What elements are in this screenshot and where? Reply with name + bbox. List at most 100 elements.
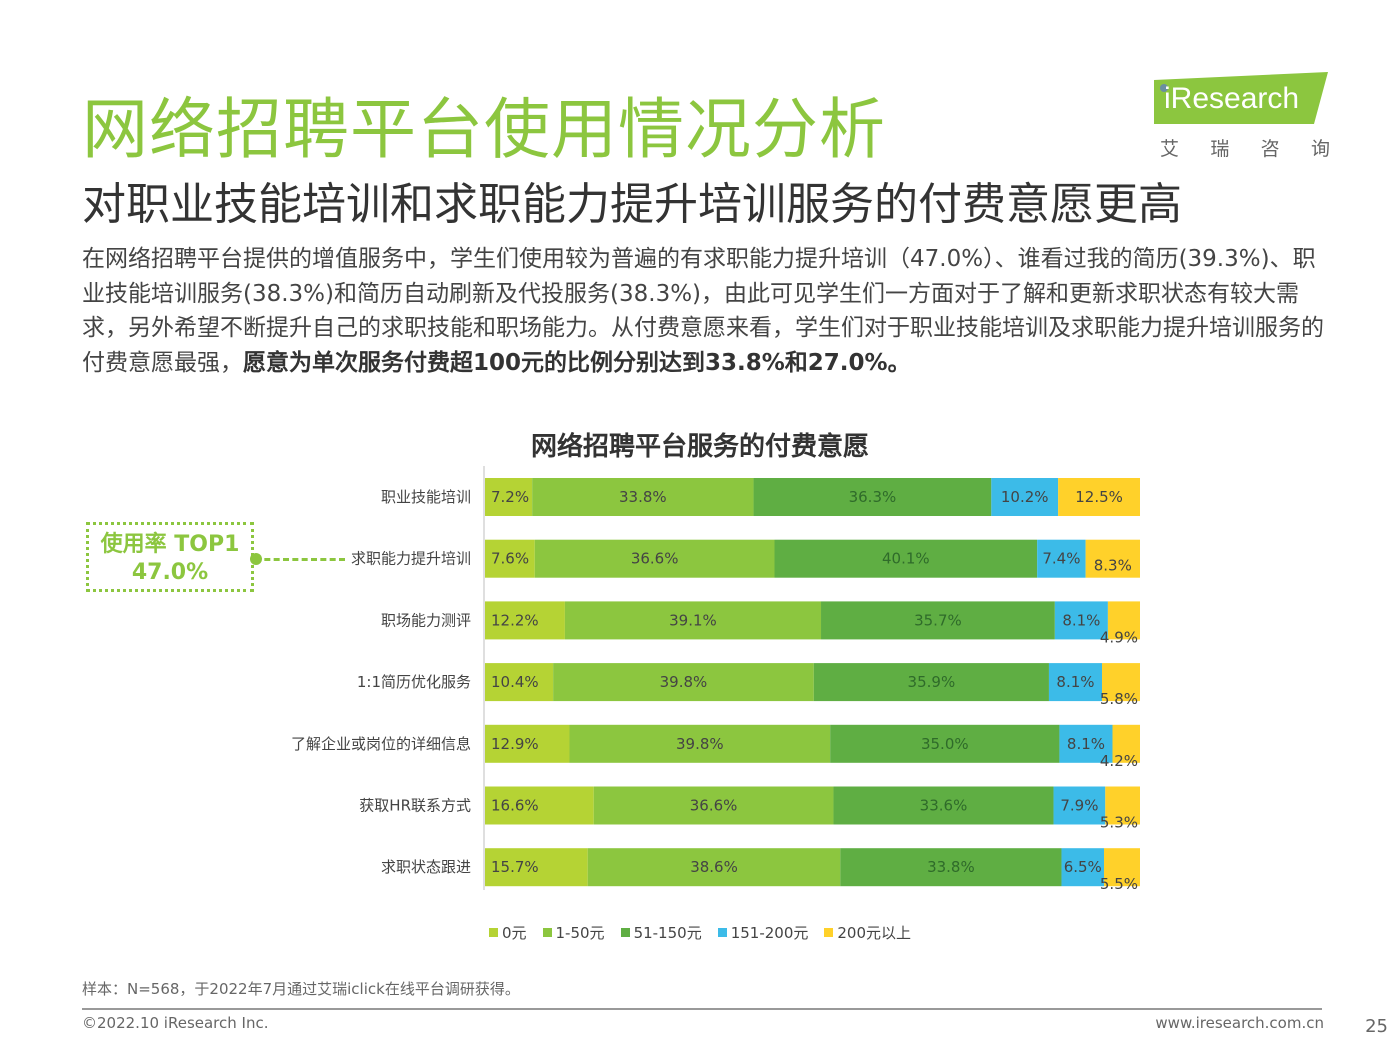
data-label: 36.6% [690,797,738,815]
callout-connector [255,558,345,561]
bar-segment [593,786,834,825]
bar-segment [485,601,565,640]
bar-segment [1053,786,1106,825]
bar-segment [485,848,588,887]
page-subtitle: 对职业技能培训和求职能力提升培训服务的付费意愿更高 [82,179,1182,230]
copyright: ©2022.10 iResearch Inc. [82,1014,269,1032]
data-label: 35.7% [914,611,962,629]
legend-item: 200元以上 [824,922,911,943]
bar-segment [753,478,992,516]
logo-cn-char: 咨 [1260,138,1280,160]
bar-segment [1105,786,1140,825]
callout-value: 47.0% [131,560,209,585]
stacked-bar-chart: 职业技能培训 7.2% 33.8% 36.3% 10.2% 12.5% 求职能力提升培训 7.… [291,466,1140,893]
footer-divider [82,1008,1322,1010]
logo-dot-icon [1160,84,1168,92]
intro-bold-text: 愿意为单次服务付费超100元的比例分别达到33.8%和27.0%。 [243,349,911,376]
data-label: 40.1% [882,550,930,568]
data-label: 15.7% [491,858,539,876]
data-label: 16.6% [491,797,539,815]
bar-segment [833,786,1054,825]
bar-segment [1048,663,1103,702]
legend-swatch [542,928,552,937]
data-label: 5.5% [1100,875,1138,893]
legend-label: 51-150元 [633,924,702,942]
bar-segment [587,848,841,887]
bar-segment [1058,478,1140,516]
bar-segment [1037,539,1086,578]
category-label: 获取HR联系方式 [359,797,471,815]
category-label: 求职状态跟进 [381,858,471,876]
page-title: 网络招聘平台使用情况分析 [82,91,886,168]
legend-label: 0元 [501,924,527,942]
data-label: 10.4% [491,673,539,691]
data-label: 12.5% [1075,488,1123,506]
page-number: 25 [1365,1016,1388,1037]
callout-label: 使用率 TOP1 [100,532,240,557]
legend-swatch [717,928,727,937]
data-label: 8.1% [1056,673,1094,691]
data-label: 35.0% [921,735,969,753]
logo-cn-char: 艾 [1160,138,1180,160]
category-label: 职场能力测评 [381,611,471,629]
data-label: 7.9% [1060,797,1098,815]
data-label: 39.8% [676,735,724,753]
data-label: 38.6% [690,858,738,876]
legend-item: 0元 [488,922,527,943]
logo-cn-char: 询 [1310,138,1330,160]
data-label: 7.4% [1042,550,1080,568]
data-label: 39.1% [669,611,717,629]
iresearch-logo: iResearch 艾 瑞 咨 询 [1154,72,1334,162]
bar-segment [821,601,1055,640]
bar-segment [485,478,533,516]
chart-title: 网络招聘平台服务的付费意愿 [530,432,869,462]
bar-segment [553,663,814,702]
category-label: 了解企业或岗位的详细信息 [291,735,471,753]
bar-segment [1054,601,1108,640]
data-label: 7.2% [491,488,529,506]
bar-segment [1061,848,1105,887]
data-label: 4.9% [1100,628,1138,646]
legend-label: 151-200元 [730,924,809,942]
data-label: 10.2% [1001,488,1049,506]
legend-label: 200元以上 [837,924,912,942]
legend-item: 51-150元 [620,922,702,943]
bar-segment [774,539,1038,578]
callout-dot-icon [250,553,262,565]
data-label: 35.9% [908,673,956,691]
chart-legend: 0元 1-50元 51-150元 151-200元 200元以上 [0,922,1400,943]
data-label: 6.5% [1064,858,1102,876]
data-label: 4.2% [1100,752,1138,770]
data-label: 33.8% [927,858,975,876]
data-label: 33.6% [920,797,968,815]
data-label: 8.3% [1094,557,1132,575]
bar-segment [532,478,754,516]
bar-segment [991,478,1059,516]
data-label: 36.3% [849,488,897,506]
bar-segment [1112,724,1140,763]
bar-segment [813,663,1049,702]
data-label: 12.2% [491,611,539,629]
logo-cn-char: 瑞 [1210,138,1230,160]
bar-segment [1104,848,1140,887]
bar-segment [564,601,822,640]
bar-segment [840,848,1062,887]
legend-label: 1-50元 [555,924,605,942]
bar-segment [830,724,1060,763]
bar-segment [1107,601,1140,640]
data-label: 5.3% [1100,814,1138,832]
intro-paragraph: 在网络招聘平台提供的增值服务中，学生们使用较为普遍的有求职能力提升培训（47.0… [82,242,1332,380]
bar-segment [534,539,775,578]
data-label: 5.8% [1100,690,1138,708]
legend-swatch [824,928,834,937]
data-label: 36.6% [631,550,679,568]
data-label: 8.1% [1062,611,1100,629]
bar-segment [485,663,554,702]
bar-segment [485,786,594,825]
data-label: 39.8% [660,673,708,691]
sample-footnote: 样本：N=568，于2022年7月通过艾瑞iclick在线平台调研获得。 [82,980,520,998]
legend-swatch [488,928,498,937]
logo-cn-text: 艾 瑞 咨 询 [1160,134,1330,161]
bar-segment [569,724,831,763]
bar-segment [485,724,570,763]
